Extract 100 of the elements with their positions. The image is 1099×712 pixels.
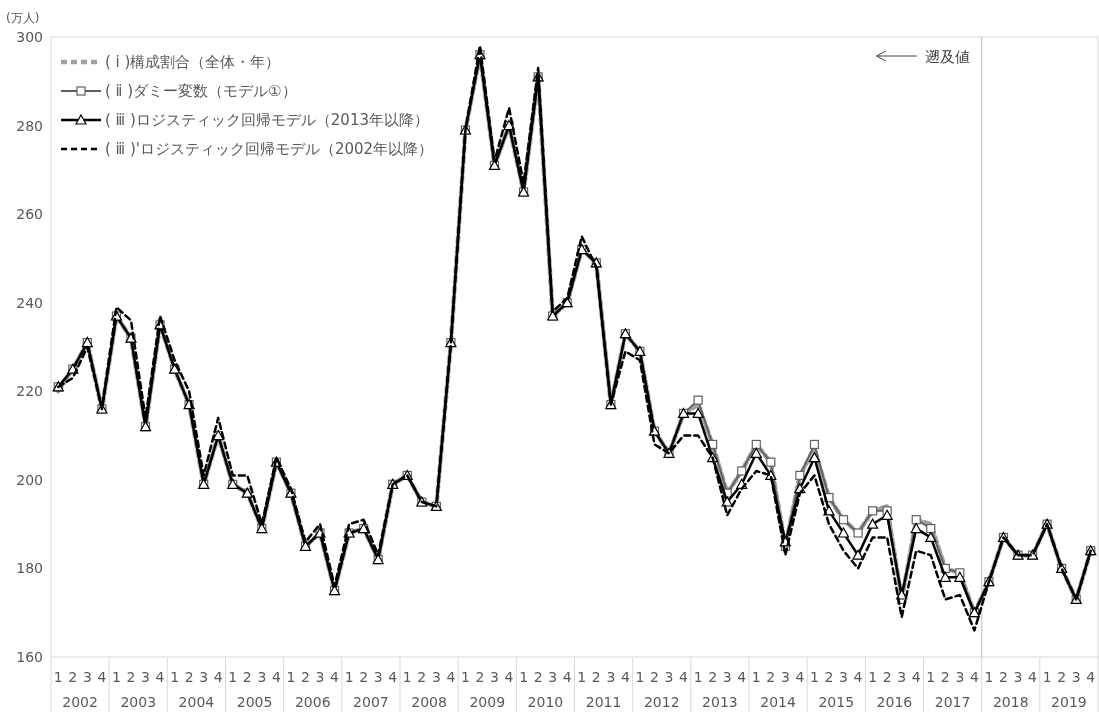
x-tick-label: 1 xyxy=(53,669,63,685)
x-tick-label: 3 xyxy=(431,669,441,685)
text: 2019 xyxy=(1051,694,1087,710)
y-tick-label: 180 xyxy=(16,560,43,577)
x-tick-label: 2 xyxy=(475,669,485,685)
x-tick-label: 1 xyxy=(1042,669,1052,685)
text: 2015 xyxy=(818,694,855,710)
x-tick-label: 2 xyxy=(533,669,543,685)
text: 2009 xyxy=(469,694,506,710)
x-tick-label: 4 xyxy=(679,669,689,685)
text: 2004 xyxy=(178,694,215,710)
legend-label: ( ⅲ )ロジスティック回帰モデル（2013年以降） xyxy=(105,111,429,129)
x-tick-label: 4 xyxy=(388,669,398,685)
x-tick-label: 4 xyxy=(737,669,747,685)
x-tick-label: 3 xyxy=(897,669,907,685)
x-tick-label: 1 xyxy=(809,669,819,685)
x-tick-label: 4 xyxy=(620,669,630,685)
x-tick-label: 4 xyxy=(97,669,107,685)
text: 2008 xyxy=(411,694,447,710)
x-tick-label: 3 xyxy=(1013,669,1023,685)
x-tick-label: 3 xyxy=(780,669,790,685)
y-tick-label: 220 xyxy=(16,383,43,400)
text: 2016 xyxy=(876,694,913,710)
x-tick-label: 3 xyxy=(490,669,499,685)
x-tick-label: 4 xyxy=(155,669,165,685)
x-tick-label: 1 xyxy=(926,669,936,685)
legend-label: ( ⅰ )構成割合（全体・年） xyxy=(105,53,281,71)
x-tick-label: 2 xyxy=(1057,669,1067,685)
x-tick-label: 2 xyxy=(242,669,252,685)
x-tick-label: 3 xyxy=(839,669,848,685)
text: 2010 xyxy=(527,694,564,710)
x-tick-label: 3 xyxy=(955,669,965,685)
x-tick-label: 1 xyxy=(402,669,412,685)
x-tick-label: 2 xyxy=(824,669,834,685)
text: 2012 xyxy=(643,694,680,710)
x-tick-label: 2 xyxy=(359,669,369,685)
x-tick-label: 4 xyxy=(1028,669,1038,685)
text: 2018 xyxy=(992,694,1029,710)
x-tick-label: 1 xyxy=(286,669,296,685)
y-tick-label: 200 xyxy=(16,471,43,488)
x-tick-label: 2 xyxy=(301,669,310,685)
x-tick-label: 2 xyxy=(940,669,950,685)
x-tick-label: 3 xyxy=(548,669,558,685)
x-tick-label: 3 xyxy=(199,669,209,685)
x-tick-label: 1 xyxy=(984,669,994,685)
x-tick-label: 4 xyxy=(330,669,340,685)
y-tick-label: 160 xyxy=(16,649,43,665)
x-tick-label: 2 xyxy=(417,669,427,685)
text: 2007 xyxy=(353,694,389,710)
x-tick-label: 2 xyxy=(184,669,194,685)
x-tick-label: 3 xyxy=(664,669,674,685)
x-tick-label: 4 xyxy=(271,669,281,685)
text: 2002 xyxy=(62,694,98,710)
x-tick-label: 2 xyxy=(882,669,892,685)
text: 2017 xyxy=(934,694,971,710)
text: 2006 xyxy=(294,694,331,710)
x-tick-label: 2 xyxy=(591,669,601,685)
x-tick-label: 1 xyxy=(170,669,180,685)
x-tick-label: 4 xyxy=(213,669,223,685)
x-tick-label: 2 xyxy=(126,669,136,685)
x-tick-label: 3 xyxy=(141,669,150,685)
x-tick-label: 3 xyxy=(1071,669,1081,685)
y-tick-label: 300 xyxy=(16,29,43,45)
x-tick-label: 3 xyxy=(82,669,92,685)
legend-label: ( ⅲ )'ロジスティック回帰モデル（2002年以降） xyxy=(105,140,434,158)
text: 2013 xyxy=(702,694,738,710)
x-tick-label: 4 xyxy=(969,669,979,685)
x-tick-label: 2 xyxy=(999,669,1008,685)
x-tick-label: 4 xyxy=(446,669,456,685)
x-tick-label: 1 xyxy=(751,669,761,685)
x-tick-label: 3 xyxy=(606,669,616,685)
x-tick-label: 3 xyxy=(257,669,267,685)
x-tick-label: 1 xyxy=(344,669,354,685)
legend-label: ( ⅱ )ダミー変数（モデル①） xyxy=(105,82,297,100)
x-tick-label: 1 xyxy=(868,669,878,685)
x-tick-label: 4 xyxy=(562,669,572,685)
x-tick-label: 3 xyxy=(315,669,325,685)
x-tick-label: 1 xyxy=(228,669,238,685)
y-tick-label: 240 xyxy=(16,294,43,311)
x-tick-label: 3 xyxy=(722,669,732,685)
y-axis-title: (万人) xyxy=(6,11,40,25)
x-tick-label: 4 xyxy=(1086,669,1096,685)
x-tick-label: 2 xyxy=(766,669,776,685)
text: 2011 xyxy=(585,694,622,710)
x-tick-label: 1 xyxy=(519,669,529,685)
x-tick-label: 2 xyxy=(68,669,78,685)
x-tick-label: 3 xyxy=(373,669,383,685)
x-tick-label: 4 xyxy=(504,669,514,685)
x-tick-label: 1 xyxy=(111,669,121,685)
x-tick-label: 4 xyxy=(911,669,921,685)
x-tick-label: 4 xyxy=(795,669,805,685)
text: 2003 xyxy=(120,694,157,710)
annotation: 遡及値 xyxy=(924,48,970,66)
y-tick-label: 280 xyxy=(16,117,43,134)
x-tick-label: 1 xyxy=(577,669,587,685)
y-tick-label: 260 xyxy=(16,206,43,223)
x-tick-label: 2 xyxy=(708,669,718,685)
x-tick-label: 1 xyxy=(460,669,470,685)
x-tick-label: 2 xyxy=(650,669,659,685)
x-tick-label: 4 xyxy=(853,669,863,685)
